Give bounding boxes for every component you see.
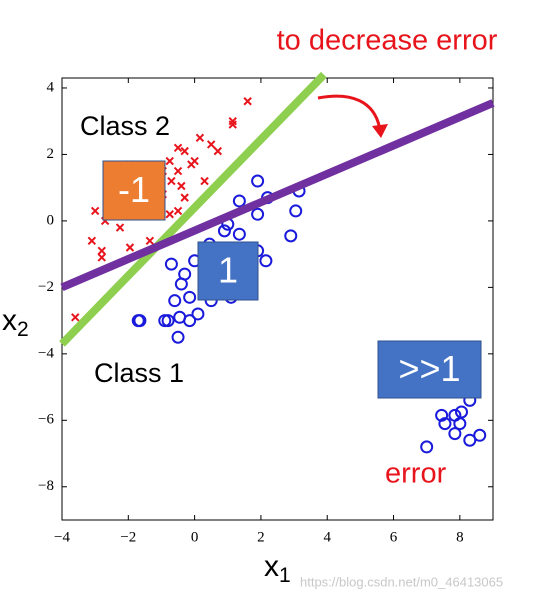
point xyxy=(420,440,434,454)
point xyxy=(195,133,205,143)
axis-label-sub: 2 xyxy=(17,318,29,341)
point xyxy=(183,314,197,328)
point xyxy=(168,294,182,308)
x-tick-label: 2 xyxy=(257,529,265,545)
point xyxy=(232,227,246,241)
axis-label-sub: 1 xyxy=(279,564,291,587)
y-tick-label: −2 xyxy=(38,279,54,295)
axis-label: x2 xyxy=(2,304,29,341)
point xyxy=(243,97,252,106)
arrow-head xyxy=(372,124,388,138)
point xyxy=(448,427,462,441)
point xyxy=(453,417,467,431)
point xyxy=(191,307,205,321)
boundary-line xyxy=(59,71,327,347)
watermark: https://blog.csdn.net/m0_46413065 xyxy=(300,574,503,589)
point xyxy=(455,405,469,419)
point xyxy=(173,143,183,152)
point xyxy=(180,146,189,156)
x-tick-label: −4 xyxy=(54,529,70,545)
y-tick-label: 0 xyxy=(47,212,55,228)
x-tick-label: 0 xyxy=(191,529,199,545)
x-tick-label: 6 xyxy=(390,529,398,545)
label-box xyxy=(377,340,482,399)
point xyxy=(97,253,106,262)
y-tick-label: −8 xyxy=(38,478,54,494)
chart-title: to decrease error xyxy=(277,25,498,57)
point xyxy=(473,428,487,442)
point xyxy=(206,140,216,149)
point xyxy=(251,207,265,221)
y-tick-label: −4 xyxy=(38,345,54,361)
label-box-text: >>1 xyxy=(398,348,460,389)
point xyxy=(435,408,449,422)
point xyxy=(187,160,196,169)
point xyxy=(289,204,303,218)
point xyxy=(131,314,145,328)
label-box-text: -1 xyxy=(118,169,150,210)
annotation: Class 2 xyxy=(80,111,170,141)
axis-label-base: x xyxy=(2,304,17,337)
point xyxy=(217,224,231,238)
point xyxy=(167,176,176,186)
point xyxy=(173,166,183,176)
point xyxy=(165,210,174,219)
point xyxy=(87,236,97,246)
point xyxy=(438,417,452,431)
point xyxy=(232,194,246,208)
plot-frame xyxy=(61,77,494,521)
point xyxy=(259,254,273,268)
y-tick-label: 2 xyxy=(47,146,55,162)
point xyxy=(177,181,186,191)
annotation: Class 1 xyxy=(94,358,184,388)
point xyxy=(284,229,298,243)
point xyxy=(213,146,223,156)
x-tick-label: 8 xyxy=(456,529,464,545)
point xyxy=(90,206,100,216)
point xyxy=(145,236,155,246)
point xyxy=(183,290,197,304)
point xyxy=(228,120,237,129)
y-tick-label: −6 xyxy=(38,412,54,428)
x-tick-label: 4 xyxy=(323,529,331,545)
point xyxy=(165,156,174,166)
boundary-line xyxy=(60,99,495,292)
label-box xyxy=(197,241,259,301)
label-box-text: 1 xyxy=(218,250,238,291)
y-tick-label: 4 xyxy=(47,79,55,95)
point xyxy=(180,193,189,202)
axis-label-base: x xyxy=(264,550,279,583)
label-box xyxy=(102,160,166,221)
arrow xyxy=(317,94,382,131)
point xyxy=(158,314,172,328)
point xyxy=(251,174,265,188)
x-tick-label: −2 xyxy=(120,529,136,545)
point xyxy=(173,206,183,216)
point xyxy=(125,243,135,252)
point xyxy=(115,223,125,232)
point xyxy=(200,176,209,186)
point xyxy=(71,313,80,322)
axis-label: x1 xyxy=(264,550,291,587)
annotation: error xyxy=(385,458,447,490)
point xyxy=(164,257,178,271)
point xyxy=(463,433,477,447)
point xyxy=(174,277,188,291)
point xyxy=(97,246,106,256)
point xyxy=(171,330,185,344)
